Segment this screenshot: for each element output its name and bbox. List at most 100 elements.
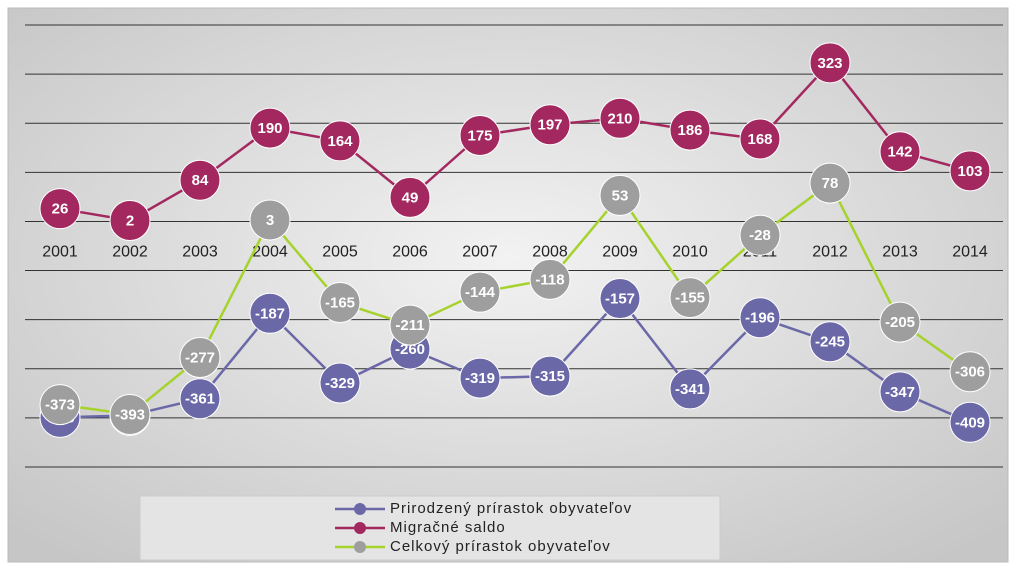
data-label: -315 — [535, 368, 565, 385]
marker — [179, 159, 221, 201]
marker — [459, 271, 501, 313]
data-label: -157 — [605, 291, 635, 308]
data-label: -319 — [465, 370, 495, 387]
data-label: 210 — [607, 110, 632, 127]
marker — [879, 301, 921, 343]
plot-background — [7, 7, 1009, 563]
data-label: 49 — [402, 189, 419, 206]
marker — [179, 378, 221, 420]
marker — [669, 277, 711, 319]
data-label: -341 — [675, 381, 705, 398]
data-label: -187 — [255, 305, 285, 322]
data-label: -196 — [745, 310, 775, 327]
data-label: -155 — [675, 290, 705, 307]
x-tick-label: 2002 — [112, 244, 148, 261]
data-label: 26 — [52, 201, 69, 218]
x-tick-label: 2003 — [182, 244, 218, 261]
data-label: -118 — [535, 271, 564, 288]
marker — [249, 292, 291, 334]
data-label: -245 — [815, 334, 845, 351]
marker — [319, 281, 361, 323]
marker — [669, 109, 711, 151]
data-label: 103 — [957, 163, 982, 180]
marker — [459, 115, 501, 156]
marker — [109, 393, 151, 435]
data-label: -373 — [45, 397, 75, 414]
marker — [529, 258, 571, 300]
marker — [319, 362, 361, 404]
x-tick-label: 2009 — [602, 244, 638, 261]
data-label: -347 — [885, 384, 915, 401]
x-tick-label: 2006 — [392, 244, 428, 261]
legend-label: Migračné saldo — [390, 519, 506, 536]
marker — [739, 214, 781, 256]
data-label: -329 — [325, 375, 355, 392]
x-tick-label: 2010 — [672, 244, 708, 261]
marker — [739, 118, 781, 160]
marker — [319, 120, 361, 162]
legend-label: Prirodzený prírastok obyvateľov — [390, 500, 632, 517]
data-label: -409 — [955, 414, 985, 431]
x-tick-label: 2001 — [42, 244, 78, 261]
legend-marker — [354, 503, 366, 515]
data-label: 78 — [822, 175, 839, 192]
data-label: -306 — [955, 364, 985, 381]
marker — [459, 357, 501, 399]
marker — [529, 355, 571, 397]
data-label: 2 — [126, 212, 134, 229]
marker — [39, 384, 81, 426]
marker — [809, 321, 851, 363]
data-label: -277 — [185, 349, 215, 366]
marker — [879, 131, 921, 173]
data-label: 84 — [192, 172, 209, 189]
x-tick-label: 2005 — [322, 244, 358, 261]
marker — [949, 351, 991, 393]
data-label: -144 — [465, 284, 496, 301]
x-tick-label: 2012 — [812, 244, 848, 261]
marker — [109, 199, 151, 241]
marker — [39, 188, 81, 230]
legend-label: Celkový prírastok obyvateľov — [390, 538, 611, 555]
x-tick-label: 2007 — [462, 244, 498, 261]
x-tick-label: 2008 — [532, 244, 568, 261]
marker — [179, 336, 221, 378]
marker — [809, 42, 851, 84]
data-label: 323 — [817, 55, 842, 72]
data-label: 53 — [612, 187, 629, 204]
data-label: 168 — [747, 131, 772, 148]
data-label: 186 — [677, 122, 702, 139]
data-label: 175 — [467, 127, 492, 144]
marker — [389, 304, 431, 346]
data-label: 197 — [537, 117, 562, 134]
marker — [809, 162, 851, 204]
data-label: -165 — [325, 294, 355, 311]
x-tick-label: 2014 — [952, 244, 988, 261]
data-label: 142 — [887, 144, 912, 161]
data-label: 3 — [266, 212, 274, 229]
marker — [389, 176, 431, 218]
x-tick-label: 2013 — [882, 244, 918, 261]
legend-marker — [354, 522, 366, 534]
marker — [949, 401, 991, 443]
data-label: -393 — [115, 406, 145, 423]
data-label: 190 — [257, 120, 282, 137]
data-label: -205 — [885, 314, 915, 331]
marker — [529, 104, 571, 146]
data-label: 164 — [327, 133, 353, 150]
data-label: -211 — [395, 317, 424, 334]
legend — [139, 495, 721, 561]
marker — [879, 371, 921, 413]
marker — [599, 278, 641, 320]
marker — [739, 297, 781, 339]
data-label: -260 — [395, 341, 425, 358]
marker — [249, 107, 291, 149]
legend-marker — [354, 541, 366, 553]
marker — [599, 174, 641, 216]
data-label: -361 — [185, 391, 215, 408]
data-label: -28 — [749, 227, 771, 244]
marker — [599, 97, 641, 139]
x-tick-label: 2004 — [252, 244, 288, 261]
marker — [669, 368, 711, 410]
marker — [949, 150, 991, 192]
